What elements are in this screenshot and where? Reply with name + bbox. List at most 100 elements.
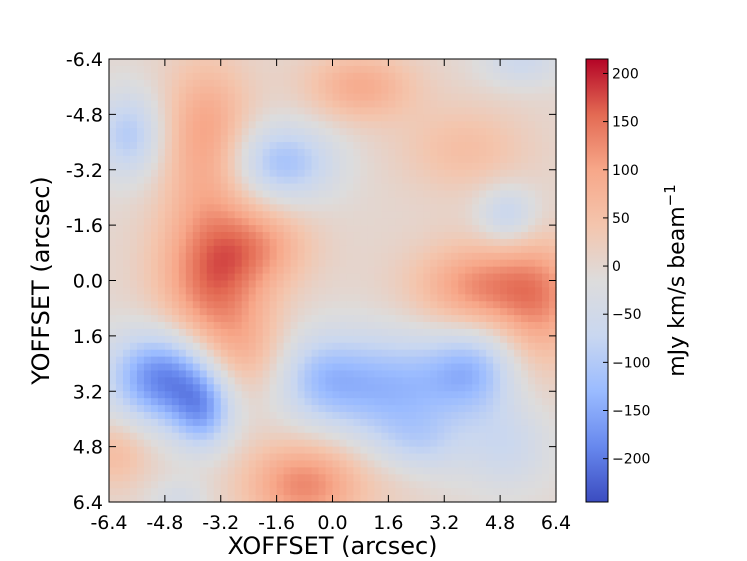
heatmap-cell: [423, 356, 431, 365]
heatmap-cell: [178, 356, 187, 365]
heatmap-cell: [178, 128, 187, 136]
heatmap-cell: [122, 342, 131, 351]
heatmap-cell: [451, 266, 459, 275]
heatmap-cell: [248, 467, 257, 475]
y-tick-label: 3.2: [73, 381, 103, 403]
heatmap-cell: [395, 93, 403, 102]
heatmap-cell: [234, 86, 243, 95]
heatmap-cell: [262, 418, 271, 427]
heatmap-cell: [241, 107, 250, 115]
heatmap-cell: [535, 204, 543, 212]
heatmap-cell: [157, 238, 166, 247]
heatmap-cell: [437, 481, 445, 489]
heatmap-cell: [290, 155, 299, 164]
heatmap-cell: [388, 169, 396, 178]
heatmap-cell: [500, 114, 508, 122]
heatmap-cell: [339, 280, 348, 289]
heatmap-cell: [276, 488, 285, 496]
heatmap-cell: [276, 356, 285, 365]
heatmap-cell: [542, 342, 550, 351]
heatmap-cell: [248, 93, 257, 102]
heatmap-cell: [192, 128, 201, 136]
heatmap-cell: [129, 412, 138, 420]
heatmap-cell: [409, 135, 417, 143]
heatmap-cell: [549, 474, 557, 482]
heatmap-cell: [276, 190, 285, 199]
heatmap-cell: [367, 460, 375, 468]
heatmap-cell: [276, 142, 285, 150]
heatmap-cell: [388, 488, 396, 496]
heatmap-cell: [262, 72, 271, 81]
heatmap-cell: [388, 190, 396, 199]
heatmap-cell: [178, 335, 187, 344]
heatmap-cell: [458, 308, 466, 316]
heatmap-cell: [122, 232, 131, 240]
heatmap-cell: [283, 495, 292, 503]
heatmap-cell: [122, 169, 131, 178]
heatmap-cell: [486, 259, 494, 268]
heatmap-cell: [395, 453, 403, 462]
heatmap-cell: [297, 301, 306, 309]
heatmap-cell: [353, 488, 362, 496]
heatmap-cell: [465, 225, 473, 233]
heatmap-cell: [388, 114, 396, 122]
heatmap-cell: [430, 65, 438, 74]
heatmap-cell: [381, 169, 389, 178]
heatmap-cell: [332, 495, 341, 503]
heatmap-cell: [493, 183, 501, 192]
heatmap-cell: [206, 446, 215, 455]
heatmap-cell: [192, 79, 201, 88]
heatmap-cell: [423, 301, 431, 309]
heatmap-cell: [136, 370, 145, 378]
heatmap-cell: [122, 252, 131, 261]
heatmap-cell: [255, 301, 264, 309]
heatmap-cell: [136, 398, 145, 406]
heatmap-cell: [185, 135, 194, 143]
heatmap-cell: [346, 405, 355, 413]
heatmap-cell: [367, 481, 375, 489]
heatmap-cell: [150, 335, 159, 344]
heatmap-cell: [136, 107, 145, 115]
heatmap-cell: [213, 418, 222, 427]
heatmap-cell: [136, 391, 145, 399]
heatmap-cell: [255, 107, 264, 115]
heatmap-cell: [472, 59, 480, 67]
heatmap-cell: [325, 488, 334, 496]
heatmap-cell: [521, 100, 529, 109]
heatmap-cell: [360, 315, 369, 323]
heatmap-cell: [367, 349, 375, 358]
heatmap-cell: [157, 280, 166, 289]
heatmap-cell: [493, 232, 501, 240]
heatmap-cell: [388, 418, 396, 427]
heatmap-cell: [248, 225, 257, 233]
heatmap-cell: [318, 107, 327, 115]
heatmap-cell: [472, 232, 480, 240]
heatmap-cell: [374, 418, 382, 427]
heatmap-cell: [248, 169, 257, 178]
y-axis-label: YOFFSET (arcsec): [27, 176, 55, 386]
heatmap-cell: [514, 204, 522, 212]
heatmap-cell: [360, 232, 369, 240]
heatmap-cell: [234, 128, 243, 136]
colorbar-label-exponent: −1: [661, 184, 679, 206]
heatmap-cell: [269, 169, 278, 178]
heatmap-cell: [423, 287, 431, 295]
heatmap-cell: [143, 356, 152, 365]
heatmap-cell: [360, 162, 369, 171]
heatmap-cell: [136, 301, 145, 309]
heatmap-cell: [143, 100, 152, 109]
heatmap-cell: [199, 349, 208, 358]
heatmap-cell: [402, 446, 410, 455]
heatmap-cell: [311, 142, 320, 150]
heatmap-cell: [311, 398, 320, 406]
heatmap-cell: [325, 405, 334, 413]
heatmap-cell: [395, 59, 403, 67]
heatmap-cell: [248, 439, 257, 448]
heatmap-cell: [465, 322, 473, 330]
heatmap-cell: [381, 183, 389, 192]
heatmap-cell: [325, 100, 334, 109]
heatmap-cell: [479, 72, 487, 81]
heatmap-cell: [318, 183, 327, 192]
heatmap-cell: [122, 370, 131, 378]
heatmap-cell: [437, 86, 445, 95]
